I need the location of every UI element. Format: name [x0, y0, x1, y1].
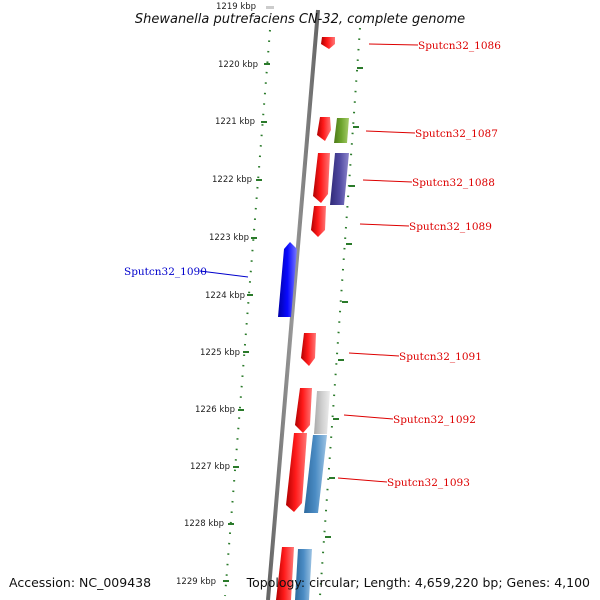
gene-1088[interactable]: [313, 153, 330, 203]
gene-1093-feature[interactable]: [304, 435, 327, 513]
tick-label-1226: 1226 kbp: [195, 405, 235, 415]
gene-label-1091[interactable]: Sputcn32_1091: [399, 351, 482, 363]
gene-1092[interactable]: [295, 388, 312, 433]
tick-label-1224: 1224 kbp: [205, 291, 245, 301]
gene-bottom[interactable]: [276, 547, 294, 600]
gene-label-1088[interactable]: Sputcn32_1088: [412, 177, 495, 189]
ruler-top-marker: [266, 6, 274, 9]
tick-label-1219: 1219 kbp: [216, 2, 256, 12]
gene-label-1092[interactable]: Sputcn32_1092: [393, 414, 476, 426]
tick-label-1228: 1228 kbp: [184, 519, 224, 529]
tick-label-1221: 1221 kbp: [215, 117, 255, 127]
gene-1087-feature[interactable]: [334, 118, 349, 143]
gene-label-1087[interactable]: Sputcn32_1087: [415, 128, 498, 140]
kbp-axis-labels: 1219 kbp 1220 kbp 1221 kbp 1222 kbp 1223…: [176, 2, 258, 587]
gene-1088-feature[interactable]: [330, 153, 349, 205]
gene-1087[interactable]: [317, 117, 331, 141]
tick-label-1220: 1220 kbp: [218, 60, 258, 70]
outer-dotted-ring: [319, 27, 361, 597]
gene-labels: Sputcn32_1086 Sputcn32_1087 Sputcn32_108…: [124, 40, 501, 489]
gene-bottom-feature[interactable]: [295, 549, 312, 600]
gene-1093[interactable]: [286, 433, 307, 512]
gene-label-1089[interactable]: Sputcn32_1089: [409, 221, 492, 233]
topology-text: Topology: circular; Length: 4,659,220 bp…: [246, 575, 590, 590]
tick-label-1223: 1223 kbp: [209, 233, 249, 243]
gene-label-1093[interactable]: Sputcn32_1093: [387, 477, 470, 489]
tick-label-1222: 1222 kbp: [212, 175, 252, 185]
gene-1091[interactable]: [301, 333, 316, 366]
ruler-ticks-left: [223, 63, 270, 582]
gene-1086[interactable]: [321, 37, 335, 49]
gene-1089[interactable]: [311, 206, 326, 237]
tick-label-1227: 1227 kbp: [190, 462, 230, 472]
gene-1090[interactable]: [278, 242, 297, 317]
gene-features: [276, 37, 349, 600]
gene-label-1090[interactable]: Sputcn32_1090: [124, 266, 207, 278]
tick-label-1225: 1225 kbp: [200, 348, 240, 358]
inner-dotted-ring: [224, 29, 271, 597]
gene-leader-lines: [199, 43, 419, 483]
genome-title: Shewanella putrefaciens CN-32, complete …: [135, 12, 465, 27]
gene-1092-feature[interactable]: [314, 391, 330, 434]
gene-label-1086[interactable]: Sputcn32_1086: [418, 40, 501, 52]
ruler-ticks-right: [325, 67, 363, 538]
accession-text: Accession: NC_009438: [9, 575, 151, 590]
genome-backbone: [266, 9, 320, 600]
tick-label-1229: 1229 kbp: [176, 577, 216, 587]
